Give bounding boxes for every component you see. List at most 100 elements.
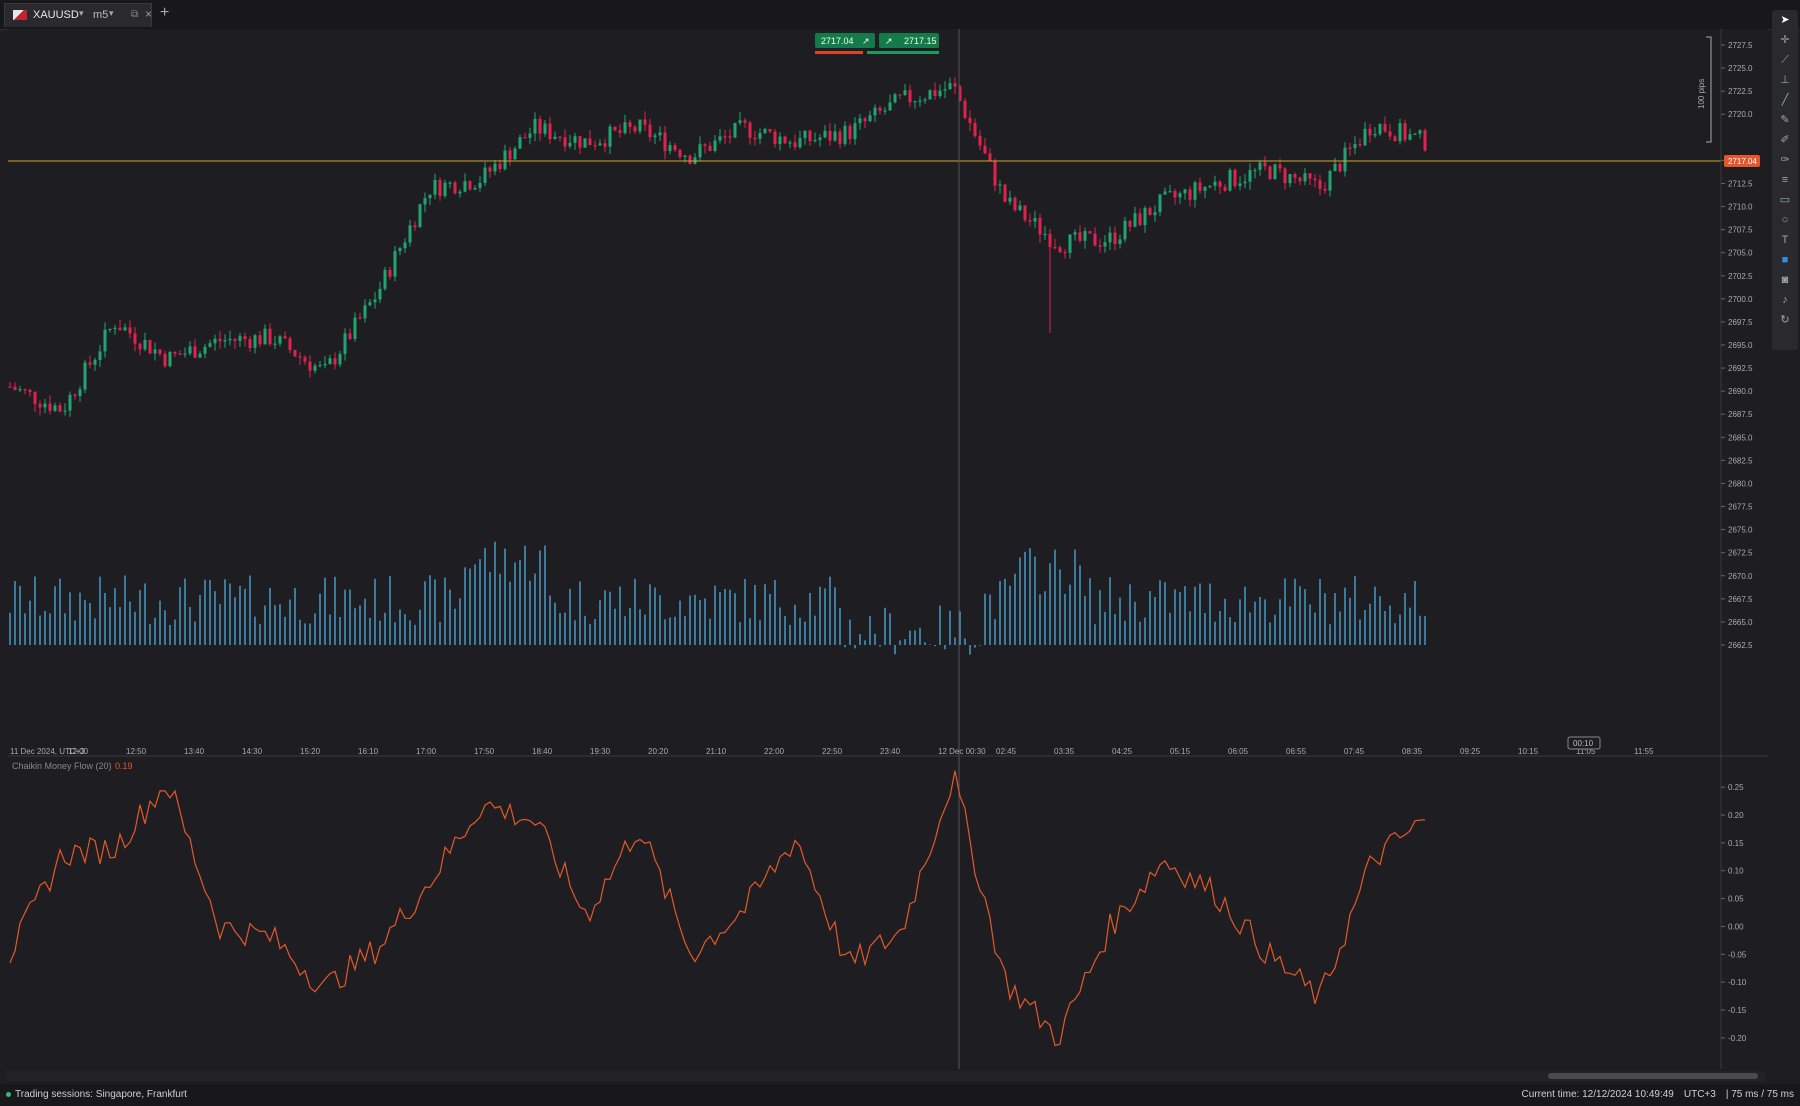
buy-quote-button[interactable] [879, 33, 939, 48]
candle-body [1198, 182, 1202, 191]
time-tick-label: 06:55 [1286, 747, 1307, 756]
indicator-name[interactable]: Chaikin Money Flow (20) [12, 761, 112, 771]
fibonacci-tool-icon[interactable]: ✑ [1780, 154, 1790, 166]
candle-body [138, 343, 142, 350]
candle-body [243, 336, 247, 339]
candle-body [953, 83, 957, 87]
candle-body [508, 150, 512, 160]
candle-body [1188, 189, 1192, 200]
cmf-tick-label: 0.10 [1728, 867, 1744, 876]
candle-body [883, 110, 887, 112]
sell-quote-button[interactable] [815, 33, 875, 48]
symbol-dropdown-icon[interactable]: ▾ [79, 8, 84, 18]
candle-body [1363, 128, 1367, 146]
candle-body [1398, 123, 1402, 142]
candle-body [1183, 189, 1187, 194]
candle-body [1378, 124, 1382, 134]
horizontal-scrollbar[interactable] [6, 1071, 1766, 1081]
crosshair-tool-icon[interactable]: ✛ [1780, 34, 1790, 46]
pen-tool-icon[interactable]: ✎ [1780, 114, 1790, 126]
cmf-axis[interactable]: 0.25 0.20 0.15 0.10 0.05 0.00 -0.05 -0.10 -0.15 -… [1721, 783, 1747, 1043]
candle-body [203, 346, 207, 354]
candle-body [673, 145, 677, 150]
candle-body [938, 90, 942, 97]
candle-body [848, 125, 852, 140]
color-picker-icon[interactable]: ■ [1781, 254, 1789, 266]
add-tab-button[interactable]: + [160, 4, 170, 21]
candle-body [808, 130, 812, 142]
candle-body [918, 100, 922, 102]
candle-body [1288, 174, 1292, 184]
alert-bell-icon[interactable]: ♪ [1782, 294, 1788, 306]
candle-body [1383, 124, 1387, 132]
ellipse-tool-icon[interactable]: ○ [1781, 214, 1789, 226]
brush-tool-icon[interactable]: ✐ [1780, 134, 1790, 146]
candle-body [1228, 170, 1232, 191]
price-tick-label: 2687.5 [1728, 410, 1753, 419]
candle-body [23, 389, 27, 391]
candle-body [1243, 181, 1247, 184]
scrollbar-thumb[interactable] [1548, 1073, 1758, 1079]
camera-tool-icon[interactable]: ◙ [1781, 274, 1789, 286]
text-tool-icon[interactable]: T [1781, 234, 1789, 246]
candle-body [408, 225, 412, 243]
candle-body [1418, 130, 1422, 134]
candle-body [1053, 247, 1057, 249]
candle-body [468, 181, 472, 190]
time-tick-label: 05:15 [1170, 747, 1191, 756]
tab-timeframe[interactable]: m5 [93, 9, 109, 21]
ruler-tool-icon[interactable]: ⊥ [1780, 74, 1790, 86]
channel-tool-icon[interactable]: ≡ [1781, 174, 1789, 186]
candle-body [528, 133, 532, 139]
cmf-tick-label: -0.05 [1728, 950, 1747, 959]
candle-body [403, 242, 407, 249]
rectangle-tool-icon[interactable]: ▭ [1779, 194, 1791, 206]
current-time: Current time: 12/12/2024 10:49:49 [1521, 1089, 1674, 1100]
detach-icon[interactable]: ⧉ [131, 9, 139, 20]
candle-body [1013, 197, 1017, 211]
candle-body [523, 137, 527, 139]
trendline-tool-icon[interactable]: ╱ [1781, 94, 1789, 106]
cursor-tool-icon[interactable]: ➤ [1780, 14, 1790, 26]
time-tick-label: 23:40 [880, 747, 901, 756]
chart-area[interactable]: 2727.52725.02722.52720.02715.02712.52710… [8, 29, 1768, 1074]
price-axis[interactable]: 2727.52725.02722.52720.02715.02712.52710… [1721, 41, 1753, 650]
indicator-value: 0.19 [115, 761, 133, 771]
candle-body [473, 187, 477, 190]
candle-body [308, 361, 312, 371]
candle-body [1158, 194, 1162, 213]
timezone-selector[interactable]: UTC+3 [1683, 1089, 1716, 1100]
tab-xauusd[interactable]: XAUUSD ▾ m5 ▾ ⧉ × [4, 3, 152, 27]
candle-body [593, 145, 597, 147]
close-tab-icon[interactable]: × [145, 7, 153, 21]
candle-body [1138, 213, 1142, 226]
candle-body [928, 90, 932, 100]
candle-body [1128, 220, 1132, 227]
cmf-tick-label: 0.15 [1728, 839, 1744, 848]
candle-body [168, 351, 172, 367]
range-bracket [1706, 36, 1712, 143]
time-tick-label: 03:35 [1054, 747, 1075, 756]
candle-body [1003, 184, 1007, 202]
candle-body [478, 182, 482, 188]
candle-body [1168, 191, 1172, 193]
candle-body [1203, 187, 1207, 191]
candle-body [1258, 162, 1262, 170]
candle-body [1123, 220, 1127, 240]
reset-tool-icon[interactable]: ↻ [1780, 314, 1790, 326]
candle-body [1223, 186, 1227, 191]
candle-body [713, 140, 717, 152]
chart-canvas[interactable]: 2727.52725.02722.52720.02715.02712.52710… [8, 29, 1768, 1074]
candle-body [123, 327, 127, 331]
candle-body [598, 143, 602, 146]
magnet-tool-icon[interactable]: ⟋ [1781, 54, 1789, 66]
candle-body [1268, 166, 1272, 180]
candle-body [323, 364, 327, 366]
candle-body [533, 118, 537, 134]
candle-body [573, 136, 577, 143]
timeframe-dropdown-icon[interactable]: ▾ [109, 8, 114, 18]
time-axis[interactable]: 11 Dec 2024, UTC+312:00 12:50 13:40 14:30 15… [10, 747, 1654, 756]
candle-body [768, 128, 772, 132]
quote-widget[interactable]: 2717.04 ↗ ↗ 2717.15 [815, 33, 939, 54]
candle-body [368, 302, 372, 306]
